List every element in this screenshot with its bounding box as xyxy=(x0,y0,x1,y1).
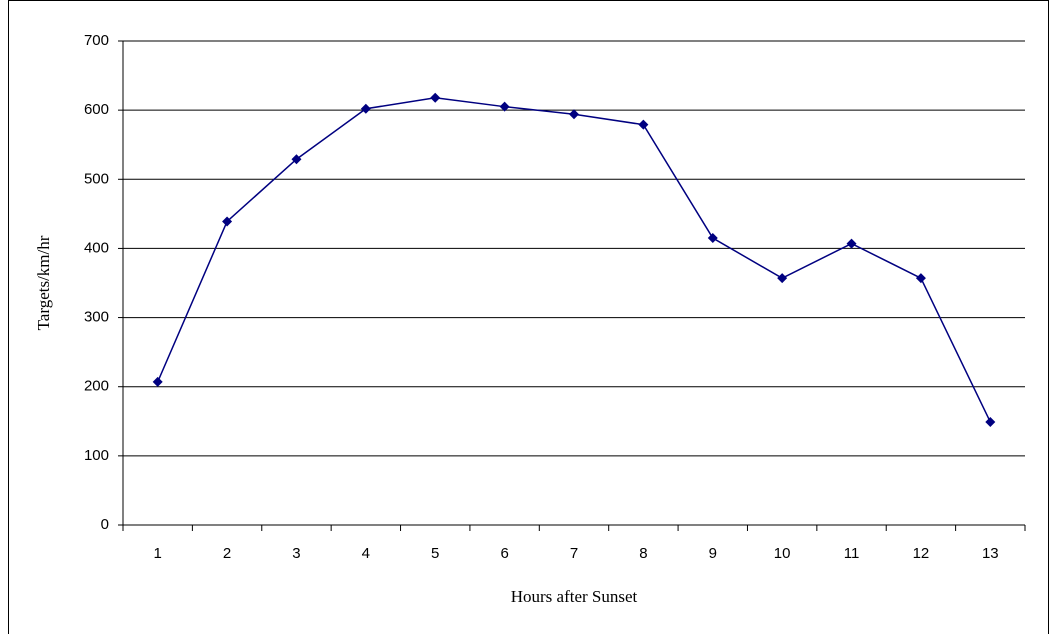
x-tick-label: 13 xyxy=(982,545,999,562)
y-tick-label: 300 xyxy=(84,309,109,326)
x-tick-label: 4 xyxy=(362,545,370,562)
data-point xyxy=(360,103,371,114)
x-axis-label: Hours after Sunset xyxy=(511,587,638,606)
x-tick-label: 5 xyxy=(431,545,439,562)
data-point xyxy=(777,273,788,284)
data-point xyxy=(638,119,649,130)
x-tick-label: 7 xyxy=(570,545,578,562)
chart-frame xyxy=(8,0,1049,634)
x-tick-label: 9 xyxy=(709,545,717,562)
x-tick-label: 8 xyxy=(639,545,647,562)
x-tick-label: 11 xyxy=(844,545,860,562)
data-point xyxy=(846,238,857,249)
x-tick-label: 10 xyxy=(774,545,791,562)
data-line xyxy=(157,96,991,423)
x-tick-label: 2 xyxy=(223,545,231,562)
y-axis-label: Targets/km/hr xyxy=(34,235,53,330)
data-point xyxy=(915,273,926,284)
y-tick-label: 0 xyxy=(101,516,109,533)
y-tick-label: 500 xyxy=(84,170,109,187)
y-tick-label: 100 xyxy=(84,447,109,464)
y-tick-label: 700 xyxy=(84,32,109,49)
y-tick-label: 400 xyxy=(84,239,109,256)
data-point xyxy=(707,233,718,244)
data-point xyxy=(569,109,579,120)
data-point xyxy=(499,101,510,112)
y-tick-label: 600 xyxy=(84,101,109,118)
x-tick-label: 1 xyxy=(154,545,162,562)
data-point xyxy=(985,416,996,427)
data-point xyxy=(222,216,233,227)
data-point xyxy=(430,92,441,103)
y-tick-label: 200 xyxy=(84,378,109,395)
data-point xyxy=(152,376,163,387)
data-point xyxy=(291,154,302,165)
x-tick-label: 12 xyxy=(913,545,930,562)
x-tick-label: 3 xyxy=(292,545,300,562)
x-tick-label: 6 xyxy=(500,545,508,562)
